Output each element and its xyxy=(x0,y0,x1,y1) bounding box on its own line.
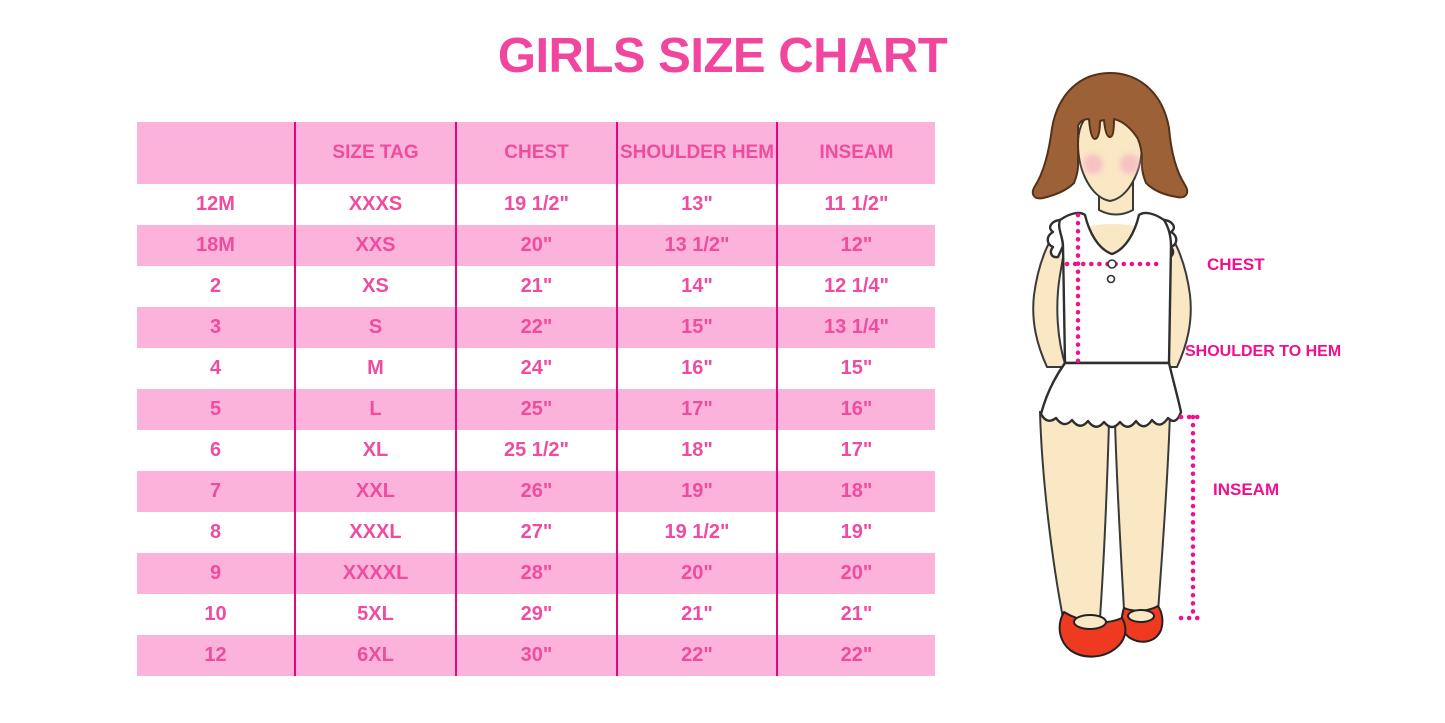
girl-hair xyxy=(1031,72,1189,200)
table-cell: 9 xyxy=(137,553,296,594)
table-cell: 19" xyxy=(840,521,873,543)
table-cell: XXXS xyxy=(295,184,457,225)
table-cell: 4 xyxy=(137,348,296,389)
table-cell: 16" xyxy=(840,398,873,420)
page-title: GIRLS SIZE CHART xyxy=(497,29,948,83)
table-row: 5 L 25" 17" 16" xyxy=(137,389,935,430)
table-row: 12M XXXS 19 1/2" 13" 11 1/2" xyxy=(137,184,935,225)
table-cell: 22" xyxy=(456,307,618,348)
table-cell: L xyxy=(295,389,457,430)
table-cell: 26" xyxy=(456,471,618,512)
table-cell: 12 1/4" xyxy=(823,275,890,297)
table-cell: 20" xyxy=(617,553,778,594)
table-cell: 6XL xyxy=(295,635,457,676)
table-row: 4 M 24" 16" 15" xyxy=(137,348,935,389)
table-cell: 15" xyxy=(840,357,873,379)
measurement-label-shoulder-to-hem: SHOULDER TO HEM xyxy=(1185,343,1342,360)
girl-skirt xyxy=(1039,361,1183,429)
table-cell: 18M xyxy=(137,225,296,266)
girl-illustration xyxy=(1031,72,1208,658)
table-cell: 3 xyxy=(137,307,296,348)
table-cell: 13 1/2" xyxy=(617,225,778,266)
table-cell: 5XL xyxy=(295,594,457,635)
table-row: 10 5XL 29" 21" 21" xyxy=(137,594,935,635)
table-cell: 22" xyxy=(617,635,778,676)
table-cell: 30" xyxy=(456,635,618,676)
girl-top xyxy=(1046,211,1178,365)
table-cell: 7 xyxy=(137,471,296,512)
column-header-size xyxy=(137,122,296,184)
table-cell: XXXXL xyxy=(295,553,457,594)
table-cell: 18" xyxy=(617,430,778,471)
table-cell: S xyxy=(295,307,457,348)
table-row: 8 XXXL 27" 19 1/2" 19" xyxy=(137,512,935,553)
table-cell: 17" xyxy=(617,389,778,430)
table-cell: 12" xyxy=(840,234,873,256)
table-cell: 21" xyxy=(840,603,873,625)
table-body: 12M XXXS 19 1/2" 13" 11 1/2" 18M XXS 20" 13 1/2"… xyxy=(137,184,935,676)
girl-legs xyxy=(1038,410,1172,619)
table-cell: XS xyxy=(295,266,457,307)
table-cell: XL xyxy=(295,430,457,471)
table-cell: 21" xyxy=(617,594,778,635)
table-cell: 5 xyxy=(137,389,296,430)
table-cell: 6 xyxy=(137,430,296,471)
inseam-measure-line xyxy=(1178,414,1208,621)
column-header-inseam: INSEAM xyxy=(819,142,894,163)
table-cell: 10 xyxy=(137,594,296,635)
table-cell: XXXL xyxy=(295,512,457,553)
table-cell: 13 1/4" xyxy=(823,316,890,338)
table-row: 6 XL 25 1/2" 18" 17" xyxy=(137,430,935,471)
table-row: 9 XXXXL 28" 20" 20" xyxy=(137,553,935,594)
table-header-row: SIZE TAG CHEST SHOULDER HEM INSEAM xyxy=(137,122,935,184)
measurement-label-inseam: INSEAM xyxy=(1213,480,1280,499)
table-cell: 13" xyxy=(617,184,778,225)
table-cell: 25 1/2" xyxy=(456,430,618,471)
table-cell: 19 1/2" xyxy=(617,512,778,553)
table-cell: 18" xyxy=(840,480,873,502)
column-header-shoulder-hem: SHOULDER HEM xyxy=(617,122,778,184)
table-cell: 28" xyxy=(456,553,618,594)
girl-shoes xyxy=(1058,605,1164,658)
table-cell: 20" xyxy=(840,562,873,584)
table-cell: XXS xyxy=(295,225,457,266)
table-cell: 19 1/2" xyxy=(456,184,618,225)
table-cell: 14" xyxy=(617,266,778,307)
girl-top-buttons xyxy=(1106,259,1117,284)
column-header-chest: CHEST xyxy=(456,122,618,184)
table-row: 7 XXL 26" 19" 18" xyxy=(137,471,935,512)
table-cell: XXL xyxy=(295,471,457,512)
table-cell: 2 xyxy=(137,266,296,307)
size-chart-table: SIZE TAG CHEST SHOULDER HEM INSEAM 12M XX… xyxy=(137,122,935,676)
table-cell: 12M xyxy=(137,184,296,225)
table-cell: 19" xyxy=(617,471,778,512)
measurement-figure: CHEST SHOULDER TO HEM INSEAM xyxy=(1000,60,1445,723)
table-cell: 21" xyxy=(456,266,618,307)
table-cell: M xyxy=(295,348,457,389)
girl-cheeks xyxy=(1083,154,1140,174)
table-cell: 25" xyxy=(456,389,618,430)
table-cell: 15" xyxy=(617,307,778,348)
table-row: 3 S 22" 15" 13 1/4" xyxy=(137,307,935,348)
table-row: 18M XXS 20" 13 1/2" 12" xyxy=(137,225,935,266)
table-cell: 11 1/2" xyxy=(824,193,889,215)
measurement-label-chest: CHEST xyxy=(1207,255,1265,274)
table-cell: 17" xyxy=(840,439,873,461)
table-cell: 24" xyxy=(456,348,618,389)
table-row: 2 XS 21" 14" 12 1/4" xyxy=(137,266,935,307)
table-cell: 29" xyxy=(456,594,618,635)
table-cell: 12 xyxy=(137,635,296,676)
table-cell: 22" xyxy=(840,644,873,666)
table-cell: 8 xyxy=(137,512,296,553)
table-cell: 16" xyxy=(617,348,778,389)
table-cell: 27" xyxy=(456,512,618,553)
table-row: 12 6XL 30" 22" 22" xyxy=(137,635,935,676)
table-cell: 20" xyxy=(456,225,618,266)
column-header-size-tag: SIZE TAG xyxy=(295,122,457,184)
